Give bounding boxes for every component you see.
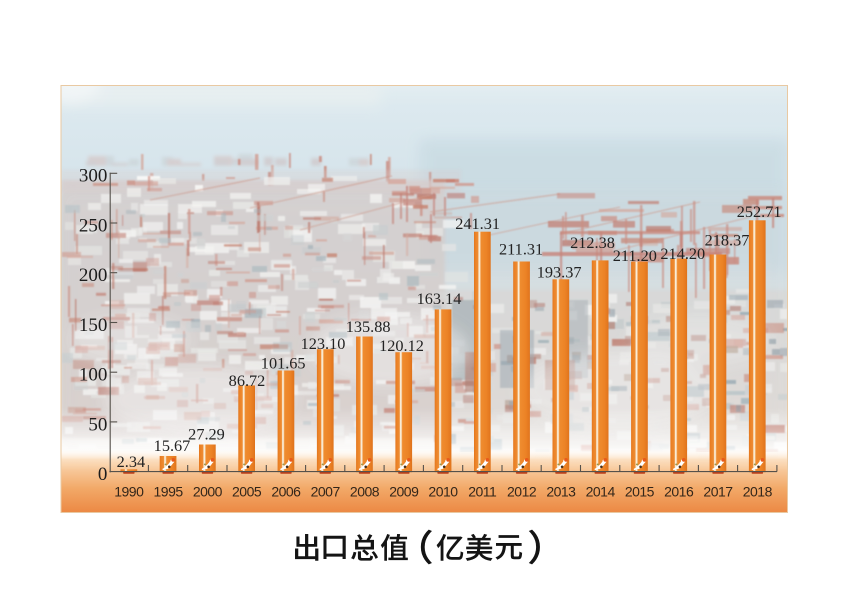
svg-text:241.31: 241.31: [455, 214, 500, 233]
svg-text:163.14: 163.14: [417, 289, 462, 308]
svg-text:252.71: 252.71: [737, 202, 782, 221]
svg-text:2017: 2017: [703, 484, 733, 500]
svg-text:214.20: 214.20: [660, 244, 705, 263]
svg-text:200: 200: [79, 265, 108, 286]
svg-text:2009: 2009: [389, 484, 419, 500]
svg-text:2018: 2018: [743, 484, 773, 500]
svg-text:2005: 2005: [232, 484, 262, 500]
svg-text:120.12: 120.12: [379, 336, 424, 355]
svg-text:218.37: 218.37: [705, 230, 750, 249]
svg-text:2011: 2011: [468, 484, 497, 500]
svg-text:1990: 1990: [114, 484, 144, 500]
svg-text:2012: 2012: [507, 484, 537, 500]
svg-text:1995: 1995: [154, 484, 184, 500]
svg-text:2016: 2016: [664, 484, 694, 500]
svg-text:100: 100: [79, 365, 108, 386]
svg-text:15.67: 15.67: [154, 436, 191, 455]
svg-text:86.72: 86.72: [229, 371, 266, 390]
svg-text:101.65: 101.65: [261, 354, 306, 373]
svg-text:211.31: 211.31: [499, 239, 543, 258]
svg-text:212.38: 212.38: [570, 233, 615, 252]
svg-text:2000: 2000: [193, 484, 223, 500]
svg-text:211.20: 211.20: [613, 246, 657, 265]
svg-text:150: 150: [79, 315, 108, 336]
svg-text:2008: 2008: [350, 484, 380, 500]
svg-text:2007: 2007: [311, 484, 341, 500]
svg-text:300: 300: [79, 166, 108, 187]
svg-text:193.37: 193.37: [537, 262, 582, 281]
svg-text:50: 50: [88, 414, 107, 435]
svg-text:135.88: 135.88: [346, 317, 391, 336]
svg-text:2015: 2015: [625, 484, 655, 500]
svg-text:2013: 2013: [546, 484, 576, 500]
svg-text:0: 0: [98, 464, 108, 485]
svg-text:2006: 2006: [271, 484, 301, 500]
svg-text:250: 250: [79, 215, 108, 236]
svg-text:123.10: 123.10: [301, 334, 346, 353]
svg-text:27.29: 27.29: [188, 424, 225, 443]
svg-text:2014: 2014: [586, 484, 616, 500]
svg-text:2.34: 2.34: [117, 452, 146, 471]
svg-text:2010: 2010: [428, 484, 458, 500]
